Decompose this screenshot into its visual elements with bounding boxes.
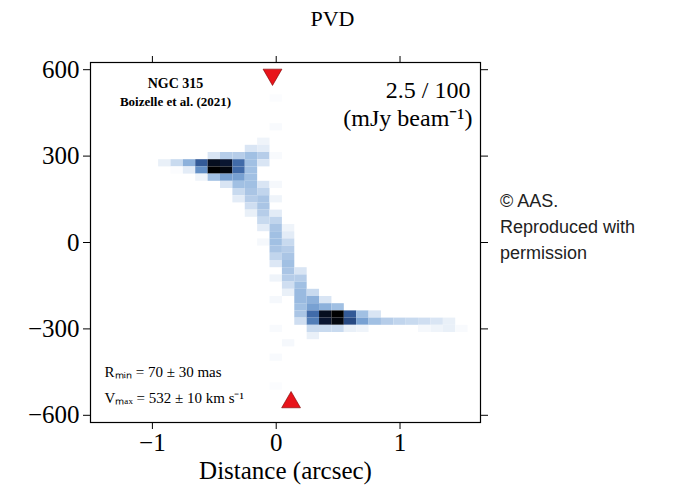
svg-text:Boizelle et al. (2021): Boizelle et al. (2021): [120, 94, 231, 109]
html-text:© AAS. Reproduced with permiss: © AAS. Reproduced with permission: [500, 191, 636, 263]
html-text:PVD: PVD: [310, 6, 355, 31]
svg-text:Distance (arcsec): Distance (arcsec): [199, 457, 372, 485]
svg-text:2.5 / 100: 2.5 / 100: [386, 77, 471, 103]
svg-text:−300: −300: [28, 315, 80, 342]
svg-text:−1: −1: [139, 429, 166, 456]
svg-text:0: 0: [67, 229, 80, 256]
svg-text:(mJy beam⁻¹): (mJy beam⁻¹): [343, 105, 472, 131]
svg-text:1: 1: [394, 429, 407, 456]
svg-text:0: 0: [270, 429, 283, 456]
svg-text:Rₘᵢₙ = 70 ± 30 mas: Rₘᵢₙ = 70 ± 30 mas: [105, 364, 222, 380]
svg-text:−600: −600: [28, 401, 80, 428]
svg-text:Vₘₐₓ = 532 ± 10 km s⁻¹: Vₘₐₓ = 532 ± 10 km s⁻¹: [105, 390, 244, 406]
svg-text:NGC 315: NGC 315: [148, 76, 204, 91]
svg-text:300: 300: [42, 142, 80, 169]
svg-text:600: 600: [42, 56, 80, 83]
